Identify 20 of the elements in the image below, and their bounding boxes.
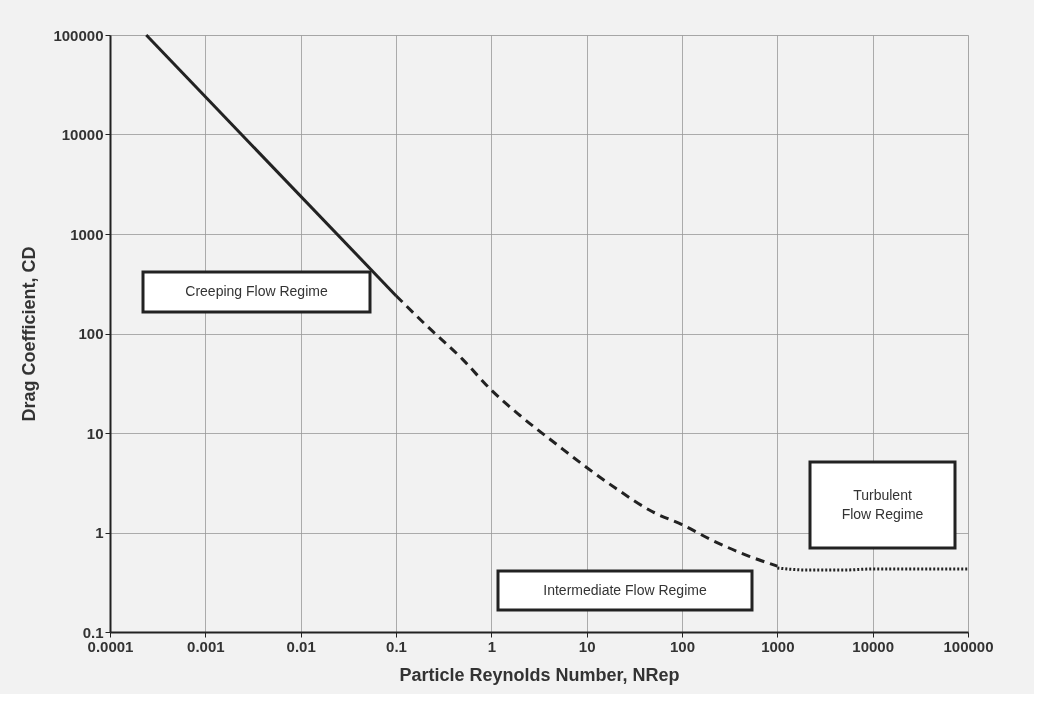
annotation: Turbulent Flow Regime (841, 486, 924, 522)
annotation: Creeping Flow Regime (185, 283, 328, 299)
x-tick-label: 100 (669, 637, 696, 655)
annotation: Intermediate Flow Regime (543, 581, 707, 598)
y-tick-label: 100000 (53, 26, 104, 44)
y-tick-label: 100 (78, 325, 104, 342)
x-axis-title: Particle Reynolds Number, NRep (399, 664, 680, 685)
x-tick-label: 0.01 (286, 637, 316, 655)
x-tick-label: 1 (487, 637, 497, 655)
y-tick-label: 10000 (61, 126, 104, 143)
y-tick-label: 1 (95, 524, 104, 541)
y-axis-title: Drag Coefficient, CD (19, 246, 40, 422)
x-tick-label: 0.1 (386, 637, 407, 655)
x-tick-label: 10000 (852, 637, 895, 655)
y-tick-label: 10 (86, 424, 104, 442)
x-tick-label: 1000 (761, 637, 795, 655)
y-tick-label: 1000 (70, 225, 104, 243)
x-tick-label: 10 (578, 637, 596, 655)
x-tick-label: 100000 (943, 637, 994, 655)
x-tick-label: 0.001 (187, 637, 225, 655)
